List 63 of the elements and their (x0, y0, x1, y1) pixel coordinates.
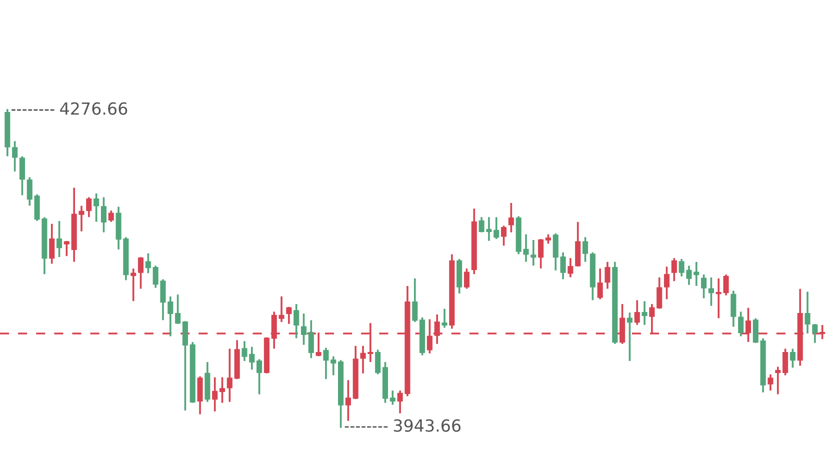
candlestick (300, 314, 307, 345)
candlestick (575, 222, 581, 267)
candlestick (26, 177, 32, 206)
candlestick (701, 274, 707, 298)
candlestick (464, 268, 470, 289)
candlestick (212, 377, 218, 412)
candlestick (175, 294, 181, 324)
candlestick (64, 240, 70, 256)
candlestick (442, 308, 448, 328)
candlestick (138, 257, 144, 289)
candlestick (294, 304, 300, 338)
candlestick (604, 262, 610, 289)
candlestick (634, 300, 640, 325)
candlestick (226, 348, 232, 402)
candlestick (538, 239, 544, 268)
candlestick (552, 233, 558, 270)
candlestick (19, 156, 26, 196)
annotation: 3943.66 (394, 419, 461, 432)
candlestick (256, 359, 262, 394)
candlestick (219, 377, 226, 403)
candlestick (286, 306, 292, 324)
candlestick (426, 319, 432, 354)
candlestick (345, 380, 351, 421)
candlestick (390, 390, 396, 405)
candlestick (642, 301, 648, 325)
candlestick (100, 197, 106, 232)
candlestick (782, 348, 788, 376)
candlestick (568, 258, 574, 278)
candlestick (308, 320, 314, 358)
annotation: 4276.66 (60, 102, 128, 115)
candlestick (49, 224, 55, 264)
candlestick (508, 202, 514, 232)
candlestick (412, 278, 418, 322)
candlestick (730, 290, 736, 327)
candlestick (330, 356, 336, 376)
candlestick (738, 312, 744, 336)
candlestick (56, 220, 62, 258)
candlestick (94, 193, 100, 222)
candlestick (804, 292, 810, 334)
candlestick (500, 226, 507, 246)
candlestick (145, 253, 151, 274)
candlestick (752, 318, 758, 343)
candlestick (494, 217, 500, 239)
candlestick (323, 348, 329, 380)
candlestick (768, 374, 774, 390)
candlestick (708, 277, 714, 306)
candlestick (790, 348, 796, 368)
candlestick (197, 376, 203, 414)
candlestick (108, 210, 114, 222)
candlestick (626, 312, 632, 362)
candlestick (671, 258, 677, 282)
candlestick (130, 268, 136, 302)
candlestick (775, 366, 781, 394)
candlestick (86, 197, 92, 218)
candlestick (12, 141, 18, 172)
candlestick (812, 324, 818, 343)
candlestick (597, 268, 603, 300)
candlestick (375, 350, 381, 374)
candlestick (656, 277, 662, 309)
candlestick (664, 266, 670, 300)
candlestick (182, 321, 188, 410)
candlestick (560, 252, 566, 280)
candlestick (582, 237, 588, 262)
